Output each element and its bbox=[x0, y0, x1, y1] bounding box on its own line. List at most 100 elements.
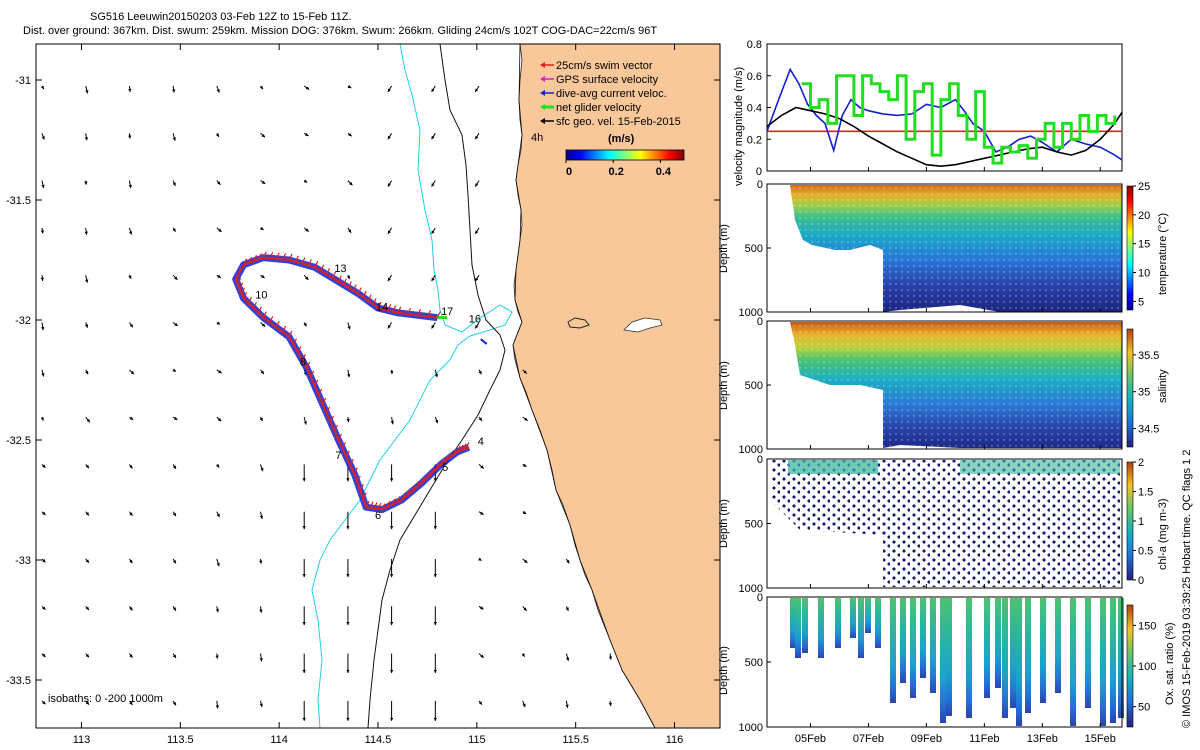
colorbar-title: (m/s) bbox=[608, 133, 635, 145]
geo-velocity-arrow bbox=[346, 653, 350, 673]
chla-clabel: chl-a (mg m-3) bbox=[1157, 498, 1169, 570]
swim-vector bbox=[345, 450, 350, 458]
chla-ylabel: Depth (m) bbox=[718, 499, 730, 548]
geo-velocity-arrow bbox=[215, 464, 220, 468]
swim-vector bbox=[462, 443, 467, 450]
geo-velocity-arrow bbox=[41, 700, 46, 705]
geo-velocity-arrow bbox=[128, 653, 133, 659]
swim-vector bbox=[353, 467, 358, 474]
swim-vector bbox=[341, 442, 346, 449]
geo-velocity-arrow bbox=[259, 511, 264, 520]
time-tick-label: 07Feb bbox=[853, 733, 884, 745]
swim-vector bbox=[391, 498, 396, 506]
map-ytick-label: -31 bbox=[15, 75, 31, 87]
geo-velocity-arrow bbox=[565, 606, 569, 612]
geo-velocity-arrow bbox=[41, 464, 46, 469]
swim-vector bbox=[247, 296, 253, 304]
swim-vector bbox=[269, 251, 274, 259]
geo-velocity-arrow bbox=[565, 653, 570, 662]
isobath-1000m bbox=[367, 44, 506, 728]
swim-vector bbox=[465, 442, 470, 449]
day-label: 17 bbox=[441, 306, 453, 318]
map-xtick-label: 113.5 bbox=[167, 734, 194, 746]
time-tick-label: 11Feb bbox=[969, 733, 999, 745]
map-xtick-label: 116 bbox=[666, 734, 684, 746]
swim-vector bbox=[318, 388, 323, 396]
time-tick-label: 09Feb bbox=[911, 733, 942, 745]
geo-velocity-arrow bbox=[260, 274, 265, 279]
oxygen-profile bbox=[1055, 598, 1061, 693]
depth-ytick-label: 500 bbox=[745, 243, 763, 255]
colorbar-tick-label: 0 bbox=[566, 166, 572, 178]
depth-ytick-label: 1000 bbox=[739, 307, 763, 319]
oxygen-profile bbox=[795, 598, 801, 658]
gps-surface-vector bbox=[480, 338, 488, 345]
swim-vector bbox=[352, 284, 357, 291]
geo-velocity-arrow bbox=[347, 227, 352, 234]
geo-velocity-arrow bbox=[347, 369, 351, 378]
geo-velocity-arrow bbox=[41, 322, 45, 331]
legend-item: GPS surface velocity bbox=[540, 74, 659, 86]
geo-velocity-arrow bbox=[431, 180, 436, 187]
swim-vector bbox=[306, 361, 311, 369]
geo-velocity-arrow bbox=[40, 275, 44, 281]
geo-velocity-arrow bbox=[522, 605, 528, 612]
colorbar-tick-label: 25 bbox=[1138, 181, 1150, 193]
swim-vector bbox=[401, 493, 406, 501]
geo-velocity-arrow bbox=[303, 416, 307, 425]
swim-vector bbox=[349, 458, 354, 466]
oxygen-profile bbox=[966, 598, 972, 718]
oxygen-profile bbox=[858, 598, 864, 658]
day-label: 6 bbox=[375, 510, 381, 522]
map-xtick-label: 115.5 bbox=[562, 734, 589, 746]
colorbar-tick-label: 0.4 bbox=[656, 166, 672, 178]
geo-velocity-arrow bbox=[260, 226, 264, 231]
geo-velocity-arrow bbox=[431, 227, 436, 235]
geo-velocity-arrow bbox=[347, 180, 353, 186]
swim-vector bbox=[372, 298, 377, 305]
geo-velocity-arrow bbox=[608, 700, 613, 707]
swim-vector bbox=[440, 457, 445, 465]
geo-velocity-arrow bbox=[522, 700, 526, 708]
geo-velocity-arrow bbox=[302, 653, 306, 673]
swim-vector bbox=[377, 502, 382, 510]
salinity-section: 0 500 1000 34.5 35 35.5 Depth (m) salinity bbox=[718, 316, 1169, 456]
salinity-colorbar bbox=[1126, 328, 1134, 448]
swim-vector bbox=[333, 424, 339, 432]
geo-velocity-arrow bbox=[260, 464, 264, 472]
legend-item: dive-avg current veloc. bbox=[540, 88, 667, 100]
colorbar-tick-label: 20 bbox=[1138, 210, 1150, 222]
swim-vector bbox=[247, 256, 253, 264]
swim-vector bbox=[320, 264, 325, 272]
swim-vector bbox=[452, 448, 457, 456]
geo-velocity-arrow bbox=[172, 416, 178, 421]
swim-vector bbox=[275, 252, 280, 260]
geo-velocity-arrow bbox=[347, 132, 353, 137]
day-label: 5 bbox=[442, 462, 448, 474]
velocity-ylabel: velocity magnitude (m/s) bbox=[733, 67, 745, 186]
day-label: 14 bbox=[376, 301, 388, 313]
geo-velocity-arrow bbox=[172, 133, 176, 141]
geo-velocity-arrow bbox=[346, 511, 350, 530]
oxygen-profile bbox=[900, 598, 906, 683]
colorbar-tick-label: 35 bbox=[1138, 387, 1150, 399]
oxygen-profile bbox=[1010, 598, 1016, 708]
oxygen-profile bbox=[875, 598, 881, 648]
geo-velocity-arrow bbox=[387, 322, 393, 329]
depth-ytick-label: 500 bbox=[745, 380, 763, 392]
geo-velocity-arrow bbox=[85, 369, 89, 375]
geo-velocity-arrow bbox=[260, 369, 265, 375]
geo-velocity-arrow bbox=[565, 700, 569, 709]
swim-vector bbox=[362, 290, 367, 298]
geo-velocity-arrow bbox=[389, 606, 394, 626]
map-ytick-label: -32 bbox=[15, 315, 31, 327]
colorbar-tick-label: 0 bbox=[1138, 575, 1144, 587]
oxygen-profile bbox=[850, 598, 856, 638]
geo-velocity-arrow bbox=[390, 369, 394, 375]
oxygen-profile bbox=[1002, 598, 1008, 718]
colorbar-tick-label: 50 bbox=[1138, 702, 1150, 714]
legend-label: 25cm/s swim vector bbox=[556, 60, 653, 72]
glider-track: 4 5 6 7 8 10 13 14 17 16 bbox=[232, 251, 488, 522]
swim-vector bbox=[382, 302, 387, 310]
